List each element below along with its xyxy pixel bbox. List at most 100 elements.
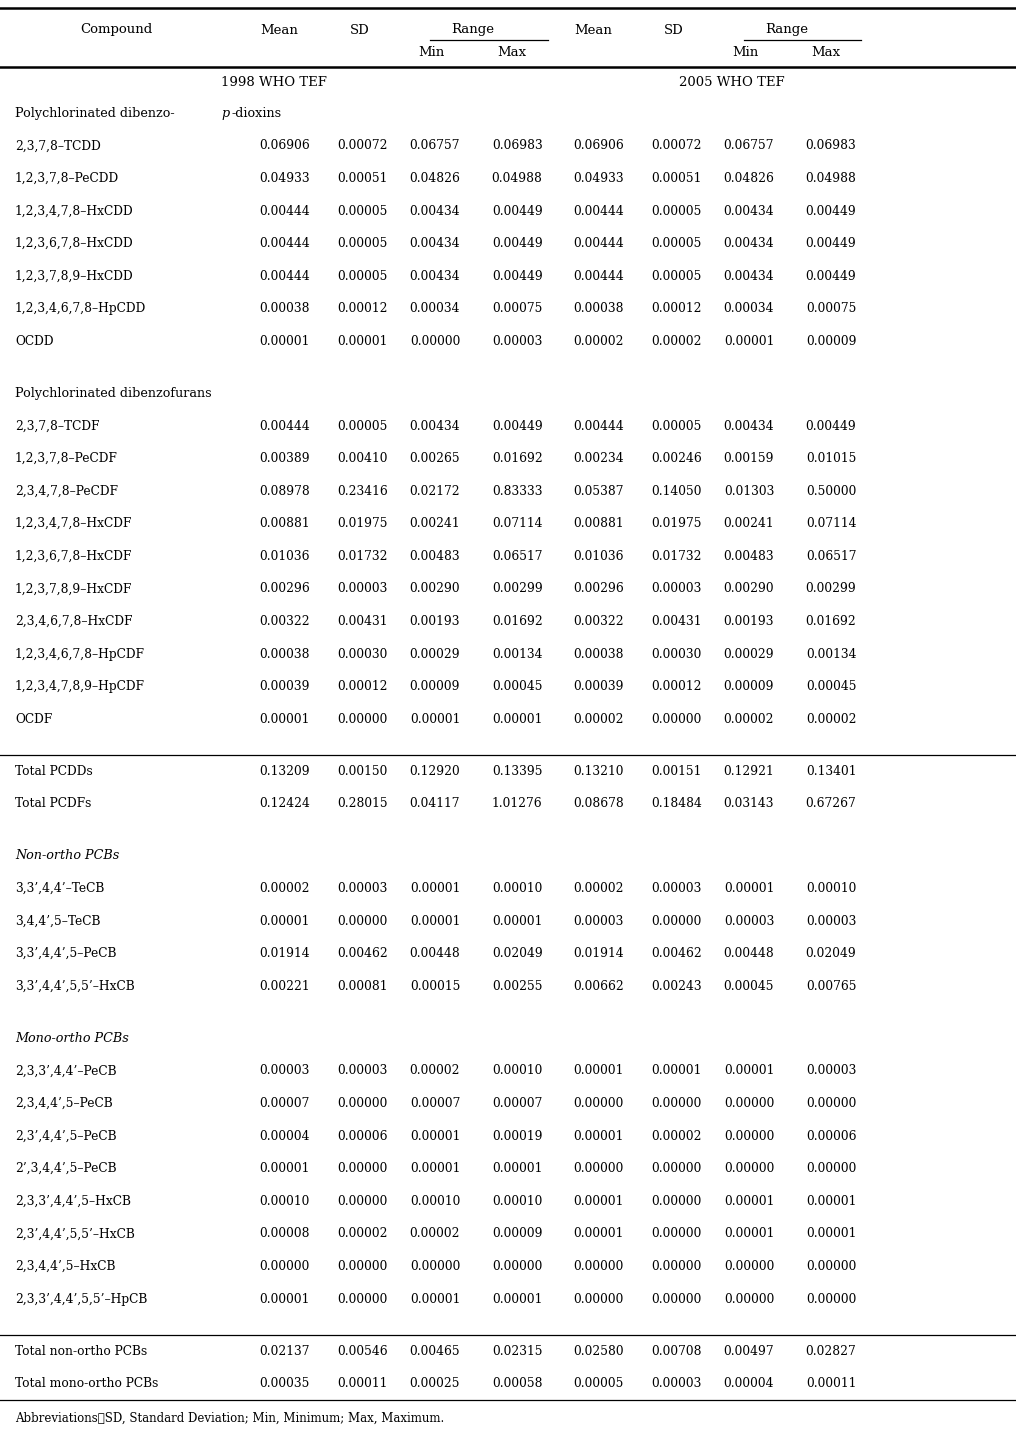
Text: 0.00004: 0.00004 — [723, 1377, 774, 1390]
Text: 0.00051: 0.00051 — [651, 172, 702, 185]
Text: 0.00000: 0.00000 — [651, 1162, 702, 1175]
Text: 0.01732: 0.01732 — [337, 550, 388, 563]
Text: 0.00001: 0.00001 — [259, 914, 310, 927]
Text: 2,3,4,7,8–PeCDF: 2,3,4,7,8–PeCDF — [15, 485, 118, 498]
Text: 0.04933: 0.04933 — [259, 172, 310, 185]
Text: 0.00465: 0.00465 — [409, 1345, 460, 1357]
Text: 0.00008: 0.00008 — [259, 1227, 310, 1241]
Text: 0.00005: 0.00005 — [337, 419, 388, 432]
Text: 0.02315: 0.02315 — [492, 1345, 543, 1357]
Text: 0.00010: 0.00010 — [492, 882, 543, 895]
Text: Mono-ortho PCBs: Mono-ortho PCBs — [15, 1032, 129, 1045]
Text: 0.00150: 0.00150 — [337, 764, 388, 778]
Text: 0.00006: 0.00006 — [806, 1130, 856, 1143]
Text: 0.00005: 0.00005 — [337, 237, 388, 250]
Text: 0.00483: 0.00483 — [723, 550, 774, 563]
Text: 0.00002: 0.00002 — [651, 1130, 702, 1143]
Text: 1,2,3,4,7,8,9–HpCDF: 1,2,3,4,7,8,9–HpCDF — [15, 680, 145, 693]
Text: 0.04988: 0.04988 — [806, 172, 856, 185]
Text: 0.00012: 0.00012 — [651, 680, 702, 693]
Text: 0.00003: 0.00003 — [651, 582, 702, 596]
Text: 0.00662: 0.00662 — [573, 980, 624, 993]
Text: 0.00151: 0.00151 — [651, 764, 702, 778]
Text: 3,4,4’,5–TeCB: 3,4,4’,5–TeCB — [15, 914, 101, 927]
Text: 0.00005: 0.00005 — [651, 269, 702, 282]
Text: 1,2,3,7,8,9–HxCDF: 1,2,3,7,8,9–HxCDF — [15, 582, 132, 596]
Text: 0.01692: 0.01692 — [806, 614, 856, 628]
Text: Min: Min — [419, 45, 445, 58]
Text: 0.00007: 0.00007 — [259, 1096, 310, 1109]
Text: SD: SD — [663, 23, 684, 36]
Text: 0.00002: 0.00002 — [409, 1064, 460, 1077]
Text: 0.00000: 0.00000 — [409, 335, 460, 348]
Text: 0.00449: 0.00449 — [806, 204, 856, 217]
Text: 0.12424: 0.12424 — [259, 798, 310, 811]
Text: 0.00003: 0.00003 — [337, 882, 388, 895]
Text: 0.00462: 0.00462 — [651, 948, 702, 960]
Text: 0.00290: 0.00290 — [723, 582, 774, 596]
Text: 0.00075: 0.00075 — [806, 303, 856, 316]
Text: 0.00449: 0.00449 — [806, 419, 856, 432]
Text: 0.00002: 0.00002 — [259, 882, 310, 895]
Text: 0.00881: 0.00881 — [259, 517, 310, 530]
Text: 0.00003: 0.00003 — [806, 914, 856, 927]
Text: 0.01975: 0.01975 — [337, 517, 388, 530]
Text: 0.00431: 0.00431 — [337, 614, 388, 628]
Text: 0.00449: 0.00449 — [492, 204, 543, 217]
Text: 0.00030: 0.00030 — [337, 648, 388, 661]
Text: 0.00255: 0.00255 — [492, 980, 543, 993]
Text: 0.00038: 0.00038 — [573, 303, 624, 316]
Text: 0.00038: 0.00038 — [259, 303, 310, 316]
Text: 0.00134: 0.00134 — [806, 648, 856, 661]
Text: 0.00290: 0.00290 — [409, 582, 460, 596]
Text: 0.00001: 0.00001 — [492, 914, 543, 927]
Text: 0.01015: 0.01015 — [806, 451, 856, 464]
Text: 0.00001: 0.00001 — [259, 1162, 310, 1175]
Text: 0.00001: 0.00001 — [259, 1293, 310, 1306]
Text: 0.00001: 0.00001 — [409, 1130, 460, 1143]
Text: 0.00029: 0.00029 — [409, 648, 460, 661]
Text: 0.00075: 0.00075 — [492, 303, 543, 316]
Text: Range: Range — [765, 23, 809, 36]
Text: 0.07114: 0.07114 — [806, 517, 856, 530]
Text: 0.00449: 0.00449 — [492, 419, 543, 432]
Text: 0.02580: 0.02580 — [573, 1345, 624, 1357]
Text: 0.00000: 0.00000 — [337, 914, 388, 927]
Text: 0.00444: 0.00444 — [259, 204, 310, 217]
Text: 0.00005: 0.00005 — [651, 419, 702, 432]
Text: 2,3,3’,4,4’–PeCB: 2,3,3’,4,4’–PeCB — [15, 1064, 117, 1077]
Text: 0.00010: 0.00010 — [492, 1195, 543, 1208]
Text: Abbreviations：SD, Standard Deviation; Min, Minimum; Max, Maximum.: Abbreviations：SD, Standard Deviation; Mi… — [15, 1411, 444, 1424]
Text: 0.00000: 0.00000 — [573, 1162, 624, 1175]
Text: 0.00009: 0.00009 — [409, 680, 460, 693]
Text: 2,3,7,8–TCDF: 2,3,7,8–TCDF — [15, 419, 100, 432]
Text: 0.67267: 0.67267 — [806, 798, 856, 811]
Text: 0.00003: 0.00003 — [651, 882, 702, 895]
Text: 2,3,4,4’,5–HxCB: 2,3,4,4’,5–HxCB — [15, 1259, 116, 1273]
Text: 3,3’,4,4’,5–PeCB: 3,3’,4,4’,5–PeCB — [15, 948, 117, 960]
Text: 0.00011: 0.00011 — [337, 1377, 388, 1390]
Text: 0.00322: 0.00322 — [259, 614, 310, 628]
Text: 0.04988: 0.04988 — [492, 172, 543, 185]
Text: 0.00058: 0.00058 — [492, 1377, 543, 1390]
Text: 0.00051: 0.00051 — [337, 172, 388, 185]
Text: 0.00000: 0.00000 — [806, 1293, 856, 1306]
Text: 0.00003: 0.00003 — [337, 1064, 388, 1077]
Text: 0.00000: 0.00000 — [806, 1162, 856, 1175]
Text: 0.00000: 0.00000 — [723, 1293, 774, 1306]
Text: 0.13209: 0.13209 — [259, 764, 310, 778]
Text: 0.13210: 0.13210 — [573, 764, 624, 778]
Text: 0.00449: 0.00449 — [492, 237, 543, 250]
Text: 0.02049: 0.02049 — [492, 948, 543, 960]
Text: 2’,3,4,4’,5–PeCB: 2’,3,4,4’,5–PeCB — [15, 1162, 117, 1175]
Text: 0.00444: 0.00444 — [573, 269, 624, 282]
Text: 0.00000: 0.00000 — [337, 1195, 388, 1208]
Text: 0.02172: 0.02172 — [409, 485, 460, 498]
Text: 0.04933: 0.04933 — [573, 172, 624, 185]
Text: 0.00434: 0.00434 — [409, 204, 460, 217]
Text: 0.00000: 0.00000 — [651, 1195, 702, 1208]
Text: 0.06757: 0.06757 — [723, 140, 774, 153]
Text: 0.02049: 0.02049 — [806, 948, 856, 960]
Text: 0.00765: 0.00765 — [806, 980, 856, 993]
Text: 0.00072: 0.00072 — [337, 140, 388, 153]
